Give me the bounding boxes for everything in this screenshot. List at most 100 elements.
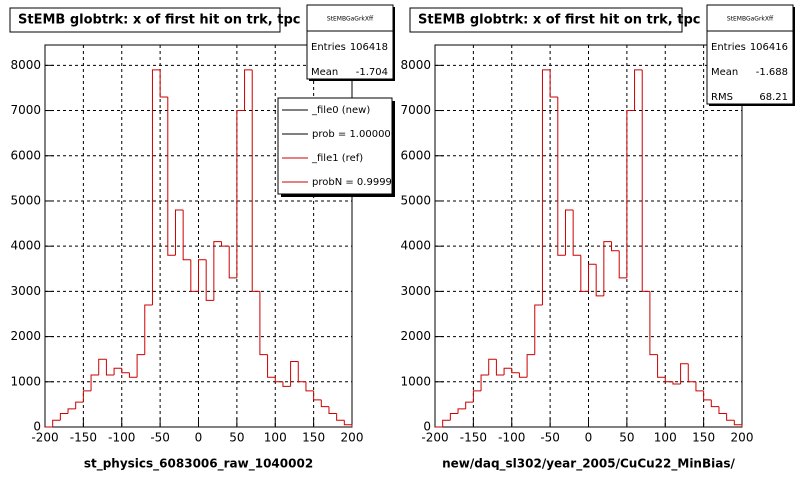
histogram-bin — [518, 372, 528, 378]
x-tick-label: 0 — [585, 431, 593, 445]
histogram-bin — [534, 304, 543, 355]
legend-label: _file1 (ref) — [311, 153, 363, 164]
histogram-bin — [313, 390, 322, 401]
histogram-bin — [167, 96, 176, 256]
histogram-bin — [121, 368, 130, 374]
y-tick-label: 5000 — [10, 193, 41, 207]
histogram-bin — [726, 413, 735, 421]
x-tick-label: -150 — [460, 431, 487, 445]
histogram-bin — [82, 390, 92, 403]
stats-box — [706, 4, 794, 105]
stats-label: Entries — [311, 42, 346, 53]
x-tick-label: 50 — [619, 431, 634, 445]
y-tick-label: 8000 — [10, 58, 41, 72]
x-tick-label: 50 — [229, 431, 244, 445]
chart-title: StEMB globtrk: x of first hit on trk, tp… — [418, 13, 701, 28]
y-tick-label: 3000 — [10, 284, 41, 298]
stats-value: -1.688 — [756, 67, 788, 78]
y-tick-label: 2000 — [400, 329, 431, 343]
histogram-bin — [52, 419, 61, 427]
stats-title: StEMBGaGrkXff — [727, 16, 774, 23]
histogram-bin — [442, 419, 451, 427]
y-tick-label: 1000 — [10, 374, 41, 388]
chart-title: StEMB globtrk: x of first hit on trk, tp… — [18, 13, 301, 28]
histogram-bin — [151, 69, 161, 305]
histogram-bin — [182, 210, 191, 261]
histogram-bin — [90, 374, 99, 391]
legend-label: _file0 (new) — [311, 105, 370, 116]
histogram-bin — [472, 390, 482, 403]
histogram-bin — [549, 69, 558, 98]
histogram-bin — [703, 390, 712, 401]
histogram-bin — [449, 412, 459, 421]
histogram-bin — [495, 359, 505, 376]
x-tick-label: -50 — [540, 431, 560, 445]
stats-value: 106416 — [750, 42, 788, 53]
histogram-bin — [657, 354, 666, 378]
histogram-bin — [282, 381, 291, 387]
histogram-bin — [718, 406, 727, 414]
histogram-bin — [251, 69, 260, 292]
y-tick-label: 6000 — [400, 148, 431, 162]
x-tick-label: 200 — [341, 431, 364, 445]
y-tick-label: 8000 — [400, 58, 431, 72]
histogram-bin — [259, 291, 268, 356]
stats-value: 68.21 — [759, 92, 788, 103]
histogram-bin — [144, 304, 153, 355]
x-tick-label: -150 — [70, 431, 97, 445]
y-tick-label: 7000 — [10, 103, 41, 117]
histogram-bin — [580, 255, 589, 292]
y-tick-label: 0 — [423, 420, 431, 434]
histogram-bin — [59, 412, 69, 421]
histogram-bin — [136, 354, 145, 378]
histogram-bin — [113, 367, 122, 376]
y-tick-label: 7000 — [400, 103, 431, 117]
histogram-bin — [274, 377, 283, 383]
x-tick-label: 100 — [264, 431, 287, 445]
histogram-bin — [159, 69, 168, 98]
histogram-bin — [221, 241, 230, 247]
stats-title: StEMBGaGrkXff — [327, 16, 374, 23]
histogram-bin — [672, 381, 681, 385]
histogram-bin — [336, 413, 345, 421]
histogram-bin — [228, 246, 237, 279]
histogram-bin — [641, 69, 650, 292]
stats-value: -1.704 — [356, 67, 388, 78]
histogram-bin — [611, 241, 620, 252]
legend: _file0 (new) prob = 1.000000 _file1 (ref) p… — [282, 105, 392, 188]
histogram-bin — [710, 399, 719, 408]
x-tick-label: 150 — [302, 431, 325, 445]
histogram-bin — [98, 358, 107, 376]
histogram-bin — [67, 408, 76, 414]
x-axis-label: st_physics_6083006_raw_1040002 — [84, 457, 313, 472]
histogram-bin — [572, 210, 581, 256]
y-tick-label: 4000 — [400, 239, 431, 253]
histogram-bin — [564, 209, 574, 256]
histogram-bin — [105, 359, 115, 376]
histogram-bin — [205, 259, 214, 301]
y-tick-label: 1000 — [400, 374, 431, 388]
histogram-bin — [733, 420, 743, 427]
histogram-bin — [603, 241, 612, 296]
x-tick-label: 0 — [195, 431, 203, 445]
x-tick-label: -100 — [498, 431, 525, 445]
histogram-bin — [465, 401, 474, 409]
histogram-bin — [305, 381, 314, 392]
histogram-bin — [618, 250, 627, 279]
histogram-bin — [457, 408, 466, 414]
histogram-bin — [267, 354, 276, 378]
y-tick-label: 5000 — [400, 193, 431, 207]
histogram-bin — [480, 374, 489, 391]
stats-value: 106418 — [350, 42, 388, 53]
histogram-bin — [236, 110, 245, 278]
histogram-bin — [695, 381, 704, 392]
title-box — [409, 7, 683, 33]
histogram-bin — [328, 406, 337, 414]
x-tick-label: -50 — [150, 431, 170, 445]
histogram-bin — [320, 399, 329, 408]
legend-box — [277, 97, 393, 195]
x-tick-label: 100 — [654, 431, 677, 445]
histogram-bin — [190, 259, 199, 292]
histogram-bin — [541, 69, 551, 305]
